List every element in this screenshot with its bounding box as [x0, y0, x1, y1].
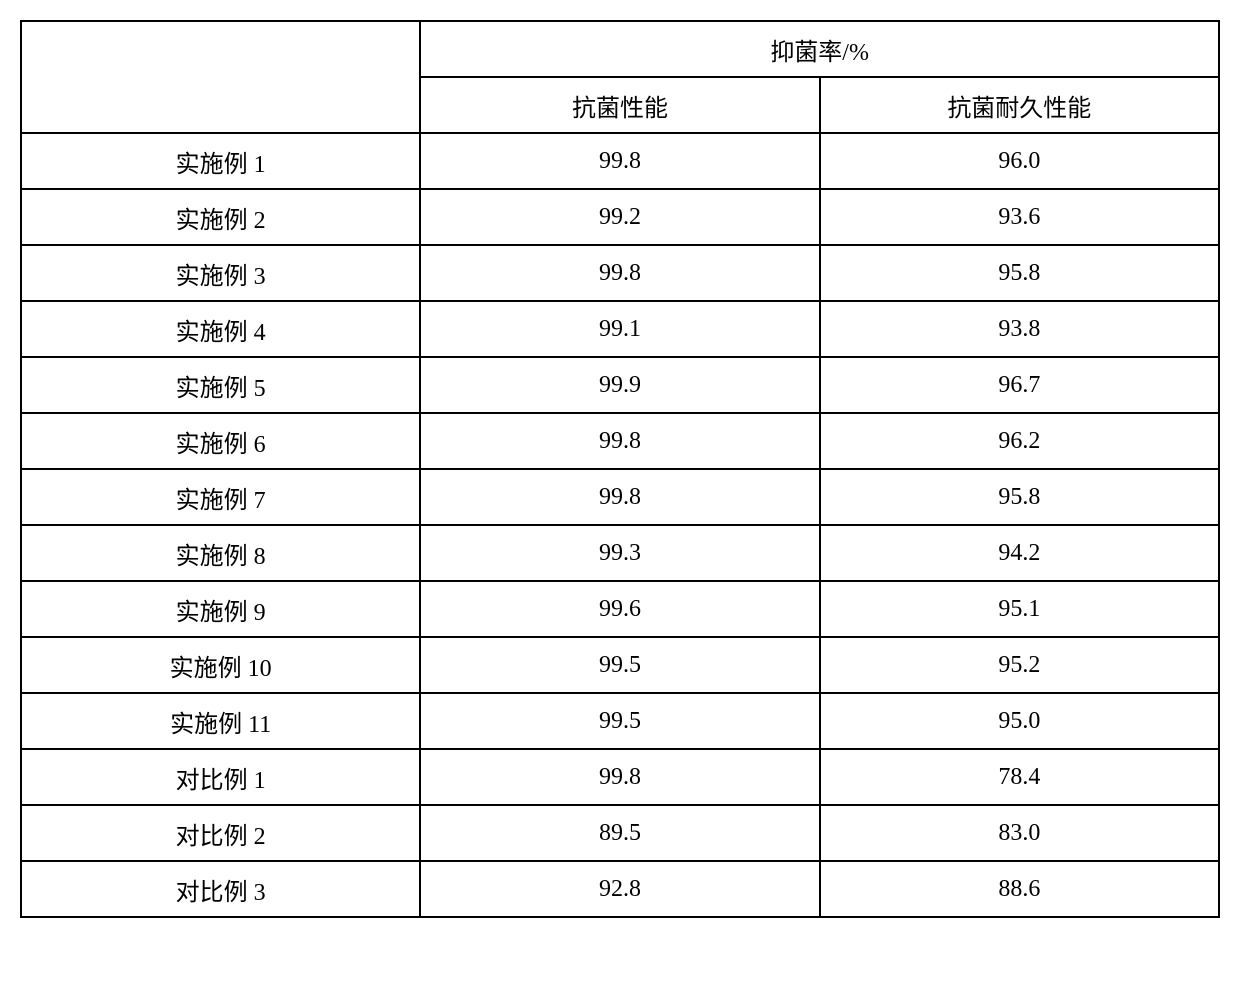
table-row: 实施例 3 99.8 95.8 [21, 245, 1219, 301]
row-label: 实施例 6 [21, 413, 420, 469]
row-value-1: 99.8 [420, 245, 819, 301]
table-row: 实施例 9 99.6 95.1 [21, 581, 1219, 637]
table-row: 实施例 11 99.5 95.0 [21, 693, 1219, 749]
row-label: 实施例 1 [21, 133, 420, 189]
row-value-1: 99.3 [420, 525, 819, 581]
row-label: 实施例 8 [21, 525, 420, 581]
table-row: 实施例 2 99.2 93.6 [21, 189, 1219, 245]
antibacterial-rate-table: 抑菌率/% 抗菌性能 抗菌耐久性能 实施例 1 99.8 96.0 实施例 2 … [20, 20, 1220, 918]
row-label: 对比例 1 [21, 749, 420, 805]
table-row: 实施例 6 99.8 96.2 [21, 413, 1219, 469]
header-blank-cell [21, 21, 420, 133]
row-value-1: 99.8 [420, 133, 819, 189]
row-value-1: 99.8 [420, 749, 819, 805]
header-row-1: 抑菌率/% [21, 21, 1219, 77]
row-value-1: 99.9 [420, 357, 819, 413]
row-label: 对比例 3 [21, 861, 420, 917]
row-value-2: 93.6 [820, 189, 1219, 245]
row-value-1: 99.1 [420, 301, 819, 357]
row-value-2: 95.0 [820, 693, 1219, 749]
row-value-1: 92.8 [420, 861, 819, 917]
row-value-2: 96.2 [820, 413, 1219, 469]
table-row: 实施例 5 99.9 96.7 [21, 357, 1219, 413]
row-value-1: 99.8 [420, 413, 819, 469]
table-row: 实施例 1 99.8 96.0 [21, 133, 1219, 189]
row-label: 对比例 2 [21, 805, 420, 861]
row-value-1: 99.6 [420, 581, 819, 637]
row-label: 实施例 7 [21, 469, 420, 525]
row-value-1: 99.8 [420, 469, 819, 525]
table-row: 对比例 3 92.8 88.6 [21, 861, 1219, 917]
row-value-1: 99.5 [420, 693, 819, 749]
row-value-2: 95.2 [820, 637, 1219, 693]
row-label: 实施例 2 [21, 189, 420, 245]
header-subcol-1: 抗菌性能 [420, 77, 819, 133]
header-subcol-2: 抗菌耐久性能 [820, 77, 1219, 133]
table-row: 实施例 8 99.3 94.2 [21, 525, 1219, 581]
row-value-2: 96.7 [820, 357, 1219, 413]
table-row: 对比例 2 89.5 83.0 [21, 805, 1219, 861]
row-value-1: 99.5 [420, 637, 819, 693]
table-row: 对比例 1 99.8 78.4 [21, 749, 1219, 805]
row-label: 实施例 4 [21, 301, 420, 357]
row-value-2: 83.0 [820, 805, 1219, 861]
row-value-2: 96.0 [820, 133, 1219, 189]
header-group-label: 抑菌率/% [420, 21, 1219, 77]
table-row: 实施例 4 99.1 93.8 [21, 301, 1219, 357]
row-label: 实施例 5 [21, 357, 420, 413]
row-value-1: 99.2 [420, 189, 819, 245]
table-row: 实施例 10 99.5 95.2 [21, 637, 1219, 693]
row-label: 实施例 3 [21, 245, 420, 301]
row-value-2: 95.8 [820, 245, 1219, 301]
table-row: 实施例 7 99.8 95.8 [21, 469, 1219, 525]
row-value-2: 94.2 [820, 525, 1219, 581]
row-value-2: 78.4 [820, 749, 1219, 805]
row-value-1: 89.5 [420, 805, 819, 861]
row-label: 实施例 9 [21, 581, 420, 637]
row-label: 实施例 10 [21, 637, 420, 693]
row-value-2: 88.6 [820, 861, 1219, 917]
row-label: 实施例 11 [21, 693, 420, 749]
row-value-2: 95.1 [820, 581, 1219, 637]
row-value-2: 93.8 [820, 301, 1219, 357]
row-value-2: 95.8 [820, 469, 1219, 525]
